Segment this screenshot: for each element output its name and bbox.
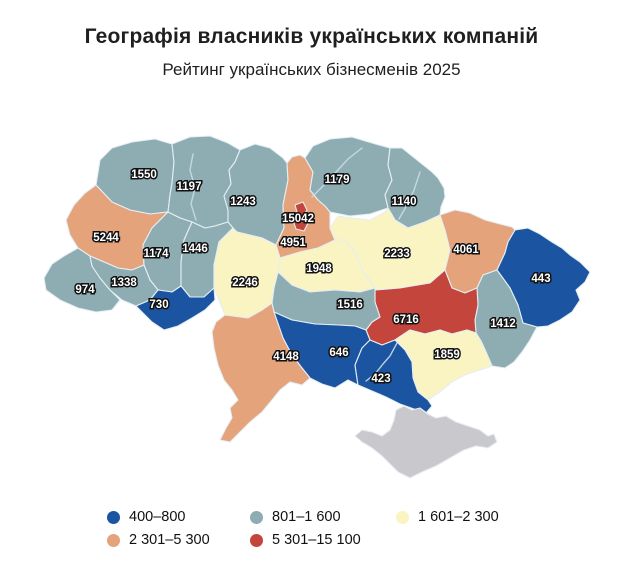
legend-item-5: 5 301–15 100 bbox=[250, 530, 396, 550]
region-value-label-kyiv-oblast: 4951 bbox=[280, 237, 306, 249]
river-line bbox=[365, 342, 398, 382]
region-kyiv-city bbox=[292, 201, 309, 232]
region-value-label-ternopil: 1174 bbox=[144, 248, 170, 260]
legend-color-dot bbox=[396, 510, 409, 524]
legend-item-3: 1 601–2 300 bbox=[396, 507, 623, 527]
legend-range-label: 801–1 600 bbox=[272, 509, 341, 525]
page-subtitle: Рейтинг українських бізнесменів 2025 bbox=[162, 59, 461, 79]
region-value-label-odesa: 4148 bbox=[273, 351, 299, 363]
region-value-label-kherson: 423 bbox=[371, 373, 390, 385]
river-line bbox=[398, 171, 421, 220]
legend-color-dot bbox=[107, 510, 120, 524]
legend-color-dot bbox=[250, 510, 263, 524]
legend-color-dot bbox=[107, 533, 120, 547]
legend-item-1: 400–800 bbox=[107, 507, 250, 527]
region-value-label-kharkiv: 4061 bbox=[453, 244, 479, 256]
river-line bbox=[189, 153, 197, 221]
region-value-label-vinnytsia: 2246 bbox=[232, 277, 258, 289]
map-svg: 1550 1197 1243 4951 15042 1179 1140 5244 1174 144… bbox=[43, 135, 591, 479]
legend-range-label: 2 301–5 300 bbox=[129, 532, 210, 548]
legend-range-label: 5 301–15 100 bbox=[272, 532, 361, 548]
legend-item-2: 801–1 600 bbox=[250, 507, 396, 527]
legend-color-dot bbox=[250, 533, 263, 547]
region-value-label-kirovohrad: 1516 bbox=[337, 299, 363, 311]
region-value-label-zhytomyr: 1243 bbox=[230, 196, 256, 208]
river-line bbox=[311, 147, 363, 198]
region-value-label-mykolaiv: 646 bbox=[329, 347, 348, 359]
header: Географія власників українських компаній… bbox=[0, 0, 623, 130]
legend-range-label: 1 601–2 300 bbox=[418, 509, 499, 525]
region-value-label-chernihiv: 1179 bbox=[325, 174, 350, 186]
region-value-label-rivne: 1197 bbox=[177, 181, 202, 193]
region-crimea-no-data bbox=[354, 405, 498, 479]
region-chernivtsi bbox=[135, 285, 216, 331]
region-value-label-volyn: 1550 bbox=[131, 169, 157, 181]
region-value-label-ivano-frankivsk: 1338 bbox=[111, 277, 137, 289]
region-value-label-zaporizhzhia: 1859 bbox=[434, 349, 460, 361]
page-title: Географія власників українських компаній bbox=[84, 25, 539, 48]
region-value-label-chernivtsi: 730 bbox=[149, 299, 168, 311]
ukraine-choropleth-map: 1550 1197 1243 4951 15042 1179 1140 5244 1174 144… bbox=[0, 130, 623, 494]
legend-item-4: 2 301–5 300 bbox=[107, 530, 250, 550]
legend: 400–800 801–1 600 1 601–2 300 2 301–5 300 5 … bbox=[107, 494, 623, 550]
region-value-label-poltava: 2233 bbox=[384, 248, 410, 260]
region-value-label-kyiv-city: 15042 bbox=[282, 213, 314, 225]
region-kherson bbox=[354, 339, 433, 414]
legend-range-label: 400–800 bbox=[129, 509, 186, 525]
region-value-label-sumy: 1140 bbox=[392, 196, 417, 208]
region-value-label-zakarpattia: 974 bbox=[75, 284, 95, 296]
region-value-label-khmelnytskyi: 1446 bbox=[182, 243, 208, 255]
region-value-label-dnipro: 6716 bbox=[393, 314, 419, 326]
region-odesa bbox=[211, 302, 311, 443]
region-value-label-lviv: 5244 bbox=[93, 232, 119, 244]
region-value-label-cherkasy: 1948 bbox=[306, 263, 332, 275]
region-value-label-donetsk: 1412 bbox=[490, 318, 516, 330]
region-value-label-luhansk: 443 bbox=[531, 273, 550, 285]
